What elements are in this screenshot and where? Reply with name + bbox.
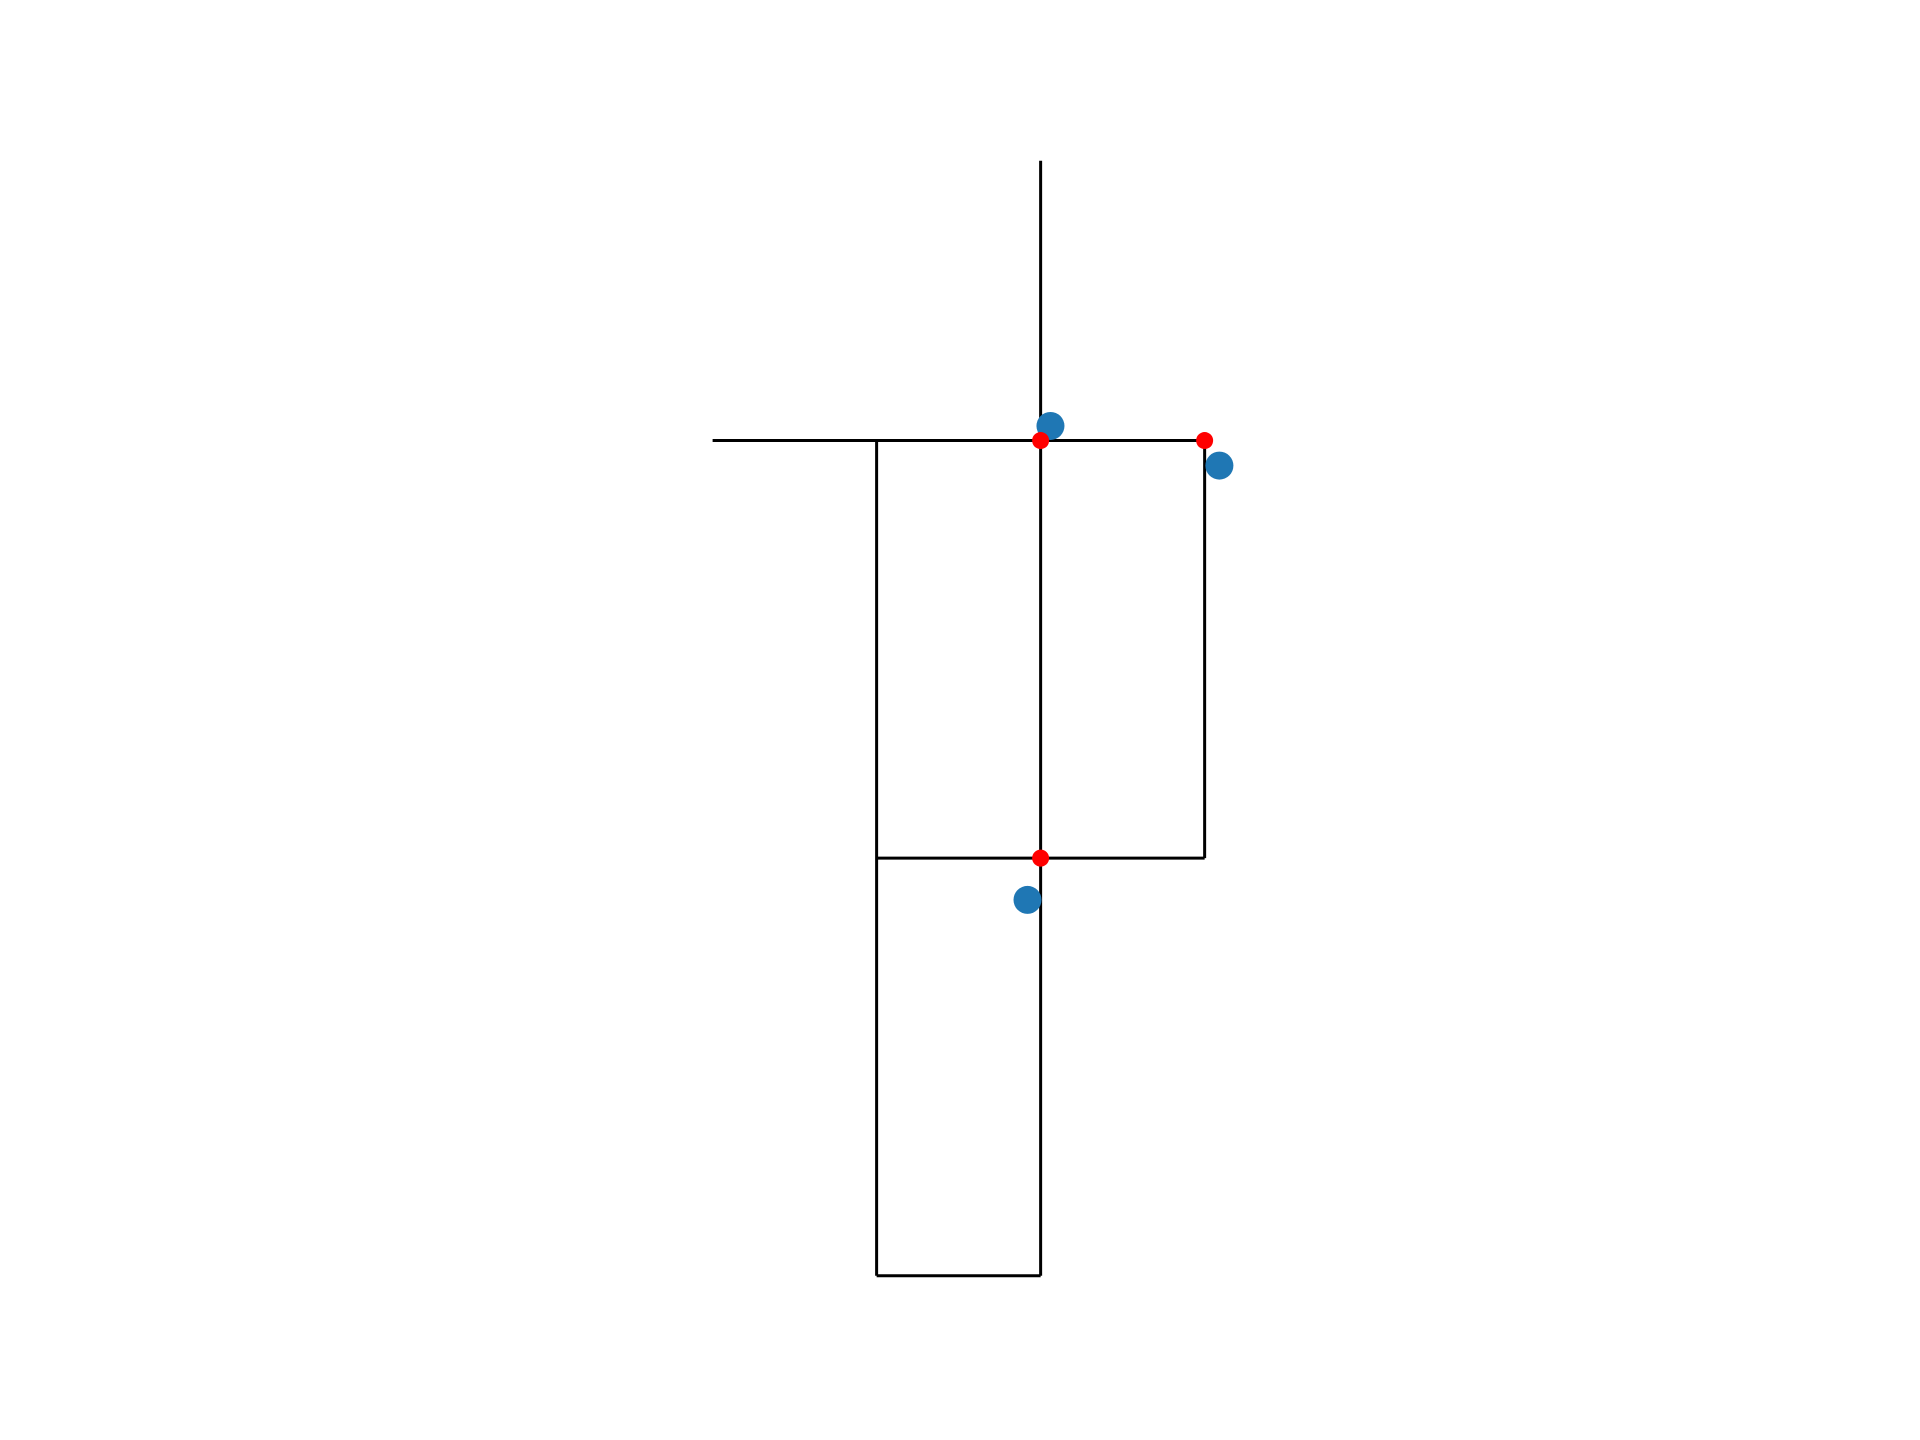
point [1013, 885, 1042, 914]
point [1196, 432, 1214, 450]
point [1032, 432, 1050, 450]
point [1032, 849, 1050, 867]
point [1205, 451, 1234, 480]
